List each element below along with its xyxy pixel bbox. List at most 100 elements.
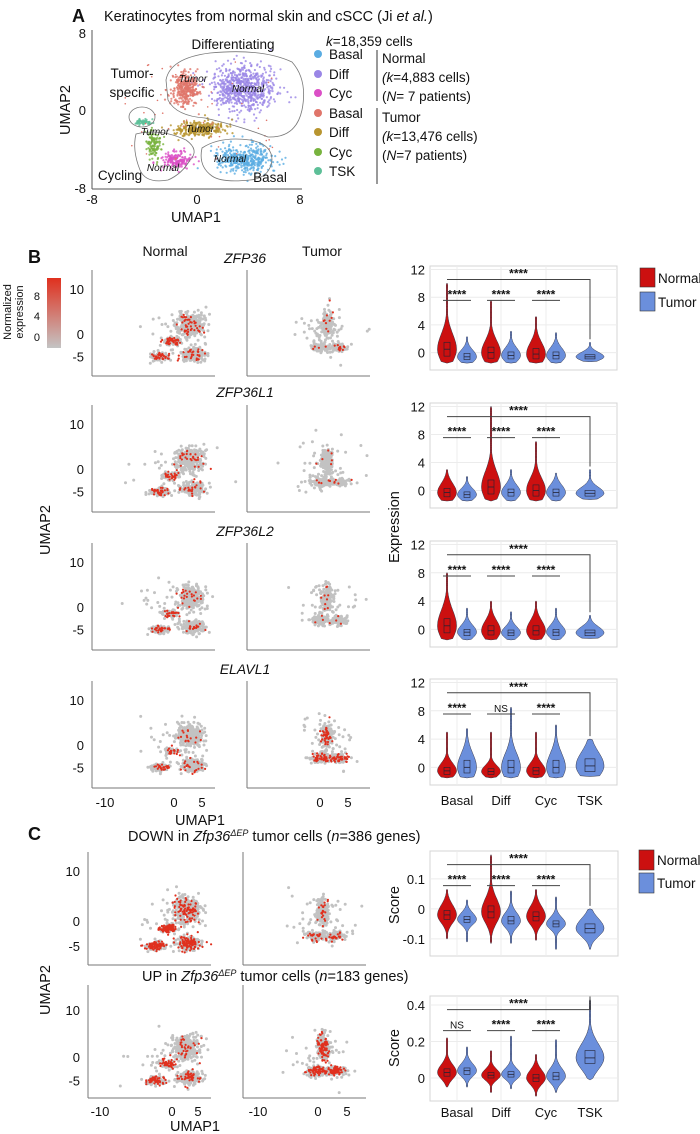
umap-point-expressing	[337, 482, 340, 485]
umap-point	[259, 101, 262, 104]
umap-point	[228, 164, 231, 167]
umap-point-expressing	[186, 328, 189, 331]
umap-point-expressing	[201, 326, 204, 329]
umap-point-expressing	[197, 348, 200, 351]
umap-point	[179, 130, 182, 133]
umap-point	[164, 152, 167, 155]
umap-point	[219, 171, 222, 174]
umap-point	[244, 60, 247, 63]
umap-point	[251, 160, 254, 163]
umap-point	[256, 72, 259, 75]
umap-point	[250, 157, 254, 160]
umap-point	[329, 355, 333, 359]
umap-point-expressing	[195, 484, 198, 487]
umap-point	[187, 599, 190, 603]
umap-point-expressing	[328, 299, 331, 302]
umap-point	[229, 95, 232, 98]
umap-point	[264, 156, 267, 159]
umap-point	[238, 79, 241, 82]
umap-point	[229, 62, 233, 65]
umap-point	[230, 78, 233, 81]
umap-point-expressing	[313, 345, 316, 348]
umap-point	[327, 483, 331, 487]
y-axis-label: UMAP2	[38, 505, 54, 555]
panel-letter-b: B	[28, 247, 41, 267]
umap-point	[239, 150, 242, 153]
region-label-tumor-specific: specific	[109, 85, 154, 100]
umap-point	[309, 481, 312, 485]
umap-point	[192, 310, 196, 314]
umap-point	[183, 347, 187, 351]
colorbar	[47, 278, 61, 348]
umap-point	[339, 433, 343, 437]
umap-point	[198, 345, 202, 349]
umap-point	[185, 338, 189, 342]
umap-point	[174, 81, 178, 84]
umap-point-expressing	[198, 355, 201, 358]
umap-point	[312, 466, 316, 470]
umap-point	[169, 88, 172, 91]
legend-label-normal: Normal	[658, 271, 700, 286]
umap-point	[169, 92, 173, 95]
umap-point	[279, 68, 282, 71]
umap-point	[175, 75, 178, 78]
umap-point-expressing	[183, 488, 186, 491]
umap-point	[327, 308, 331, 312]
umap-point	[235, 78, 238, 81]
umap-point-expressing	[191, 494, 194, 498]
umap-point	[311, 474, 315, 478]
umap-point-expressing	[324, 345, 327, 348]
umap-point-expressing	[184, 318, 187, 321]
group-tumor-patients: (N=7 patients)	[382, 148, 467, 163]
legend-label: Basal	[329, 47, 363, 62]
umap-point	[267, 100, 270, 103]
legend-swatch-tumor	[638, 872, 655, 894]
umap-point-expressing	[187, 489, 190, 492]
umap-point-expressing	[177, 471, 180, 475]
umap-point	[155, 140, 159, 143]
umap-point-expressing	[193, 320, 196, 323]
umap-point	[321, 453, 325, 457]
umap-point	[338, 466, 342, 470]
umap-point	[170, 97, 173, 100]
umap-point	[243, 121, 246, 124]
umap-point	[289, 96, 293, 99]
umap-point	[222, 63, 225, 66]
umap-point	[150, 147, 153, 150]
umap-point	[177, 64, 180, 67]
umap-point	[250, 143, 253, 146]
umap-point	[349, 482, 353, 486]
umap-point-expressing	[317, 346, 320, 349]
umap-point	[273, 74, 276, 77]
umap-point	[249, 62, 252, 65]
umap-point	[252, 98, 255, 101]
umap-point	[157, 316, 161, 320]
umap-point	[227, 73, 230, 76]
umap-point	[209, 149, 212, 152]
umap-point	[217, 91, 220, 94]
umap-point-expressing	[189, 453, 192, 456]
umap-point	[189, 472, 192, 476]
umap-point	[252, 104, 255, 107]
umap-point	[197, 603, 201, 607]
umap-point	[242, 56, 245, 59]
umap-point	[240, 104, 243, 107]
umap-point-expressing	[153, 490, 156, 493]
umap-point	[271, 161, 275, 164]
umap-point	[267, 79, 270, 82]
umap-point	[203, 114, 207, 117]
umap-point-expressing	[196, 327, 199, 330]
umap-point	[237, 163, 240, 166]
umap-point-expressing	[159, 355, 163, 358]
umap-point	[196, 68, 199, 71]
umap-point	[179, 444, 183, 448]
umap-point	[236, 108, 239, 112]
umap-point	[245, 166, 249, 169]
umap-point	[243, 118, 246, 121]
umap-point	[256, 151, 259, 154]
umap-point	[147, 122, 150, 125]
umap-point-expressing	[321, 458, 324, 461]
umap-point	[215, 126, 218, 130]
cluster-label-normal: Normal	[147, 163, 180, 174]
umap-point	[246, 98, 249, 101]
